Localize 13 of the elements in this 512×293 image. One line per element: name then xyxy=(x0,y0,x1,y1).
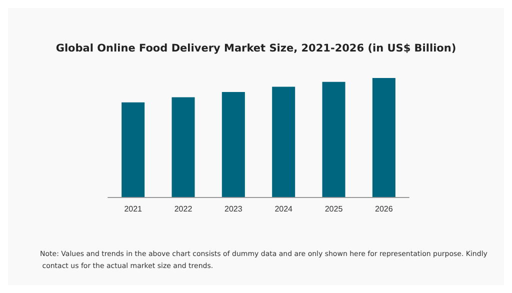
chart-title: Global Online Food Delivery Market Size, 2021-2026 (in US$ Billion) xyxy=(56,42,456,54)
bar xyxy=(322,82,346,197)
x-tick-label: 2025 xyxy=(324,204,344,214)
x-tick-label: 2021 xyxy=(124,204,143,214)
x-tick-label: 2024 xyxy=(274,204,294,214)
bar xyxy=(272,86,296,197)
x-tick-label: 2023 xyxy=(224,204,243,214)
x-tick-label: 2022 xyxy=(174,204,193,214)
x-tick-label: 2026 xyxy=(375,204,394,214)
bar xyxy=(222,92,245,197)
bar xyxy=(372,78,396,197)
bar xyxy=(172,97,195,197)
bar xyxy=(122,102,145,197)
